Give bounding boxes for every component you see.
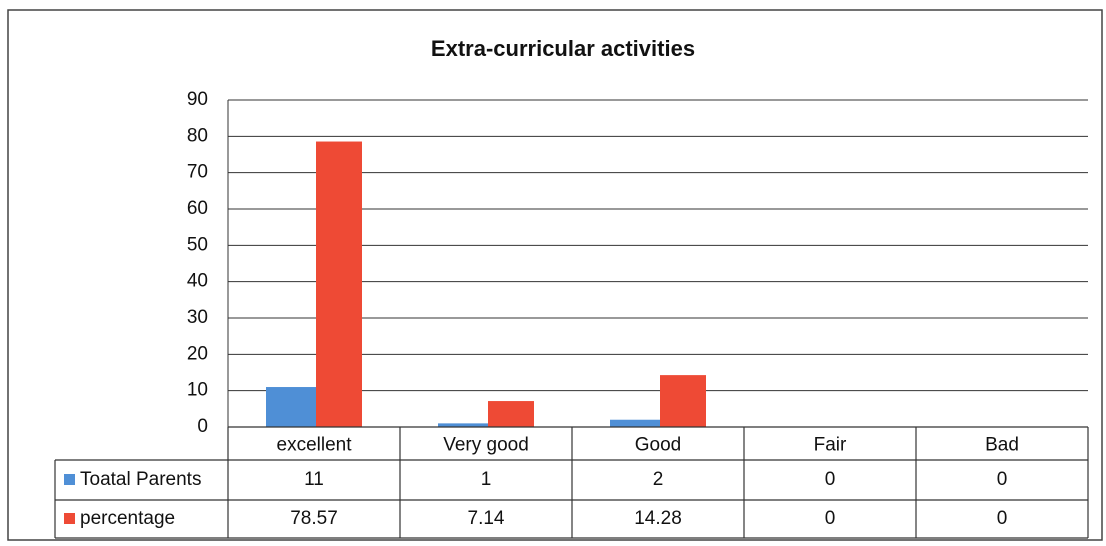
- bar: [438, 423, 488, 427]
- y-tick-label: 40: [187, 271, 208, 292]
- y-tick-label: 0: [197, 416, 208, 437]
- table-value: 0: [997, 508, 1008, 529]
- y-tick-label: 30: [187, 307, 208, 328]
- table-value: 2: [653, 469, 664, 490]
- x-tick-label: excellent: [277, 435, 353, 456]
- x-tick-label: Good: [635, 435, 681, 456]
- table-value: 14.28: [634, 508, 682, 529]
- bar: [488, 401, 534, 427]
- legend-swatch: [64, 513, 75, 524]
- y-tick-label: 60: [187, 198, 208, 219]
- table-value: 11: [304, 469, 324, 490]
- table-value: 7.14: [468, 508, 505, 529]
- table-value: 0: [825, 469, 836, 490]
- legend-label: Toatal Parents: [80, 469, 201, 490]
- table-value: 0: [997, 469, 1008, 490]
- y-tick-label: 80: [187, 125, 208, 146]
- bar: [266, 387, 316, 427]
- y-tick-label: 50: [187, 234, 208, 255]
- x-tick-label: Bad: [985, 435, 1019, 456]
- table-value: 78.57: [290, 508, 338, 529]
- y-tick-label: 20: [187, 343, 208, 364]
- bar: [610, 419, 660, 427]
- bar: [316, 141, 362, 428]
- x-tick-label: Fair: [814, 435, 847, 456]
- x-tick-label: Very good: [443, 435, 529, 456]
- y-tick-label: 70: [187, 162, 208, 183]
- table-value: 0: [825, 508, 836, 529]
- y-tick-label: 90: [187, 89, 208, 110]
- legend-label: percentage: [80, 508, 175, 529]
- table-value: 1: [481, 469, 492, 490]
- y-tick-label: 10: [187, 380, 208, 401]
- chart-title: Extra-curricular activities: [431, 36, 695, 61]
- legend-swatch: [64, 474, 75, 485]
- bar: [660, 375, 706, 427]
- chart-frame: [7, 9, 1103, 541]
